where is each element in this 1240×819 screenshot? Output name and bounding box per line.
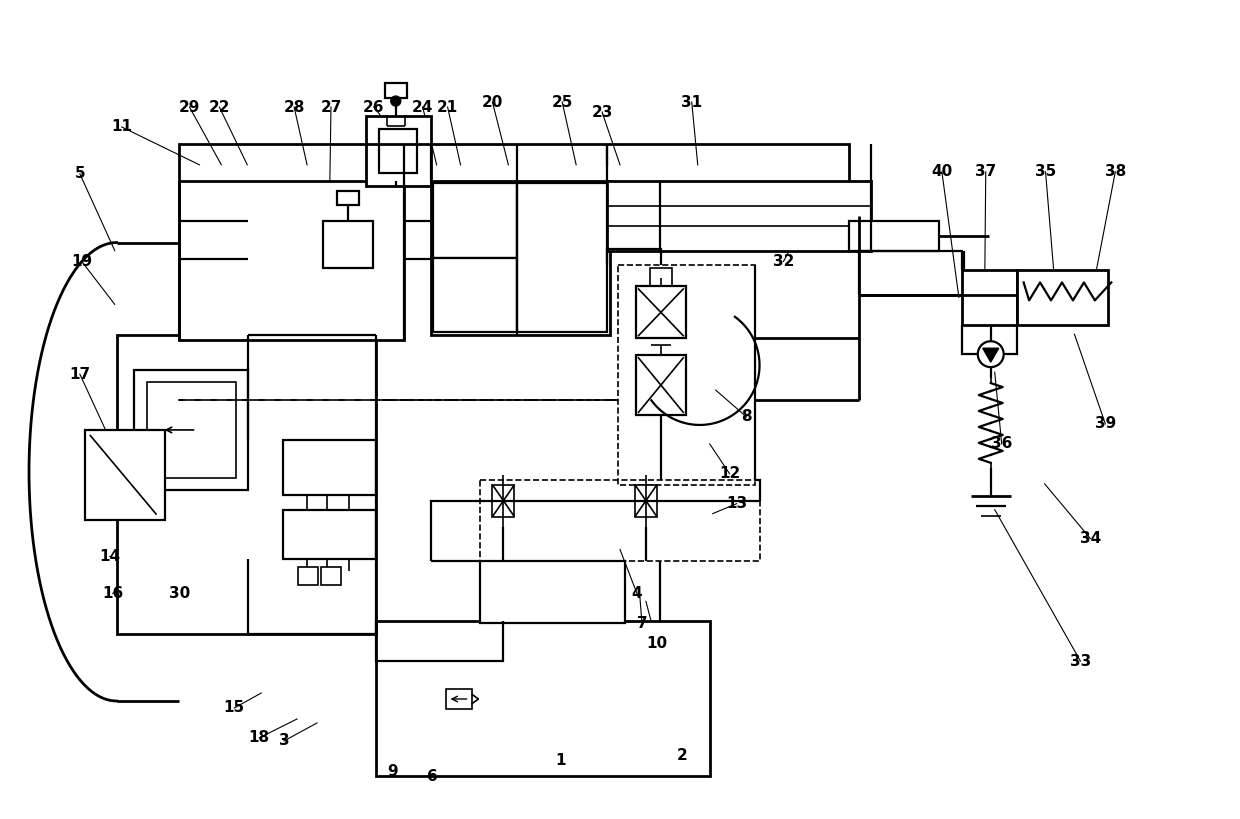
- Text: 28: 28: [284, 100, 305, 115]
- Text: 27: 27: [320, 100, 342, 115]
- Bar: [433, 257, 517, 333]
- Bar: [337, 191, 358, 205]
- Text: 16: 16: [102, 586, 123, 601]
- Text: 8: 8: [742, 410, 751, 424]
- Bar: [1017, 270, 1109, 325]
- Bar: [180, 181, 404, 340]
- Text: 31: 31: [681, 94, 702, 110]
- Text: 40: 40: [931, 165, 952, 179]
- Text: 17: 17: [69, 367, 91, 382]
- Circle shape: [391, 96, 401, 106]
- Text: 13: 13: [727, 496, 748, 511]
- Text: 30: 30: [169, 586, 190, 601]
- Text: 9: 9: [387, 764, 398, 779]
- Text: 24: 24: [412, 100, 433, 115]
- Text: 26: 26: [363, 100, 384, 115]
- Bar: [636, 287, 686, 338]
- Bar: [492, 485, 515, 517]
- Bar: [962, 270, 1017, 325]
- Text: 14: 14: [99, 549, 120, 564]
- Text: 10: 10: [646, 636, 667, 651]
- Bar: [322, 220, 373, 269]
- Polygon shape: [983, 348, 998, 362]
- Text: 15: 15: [223, 700, 244, 716]
- Bar: [430, 181, 610, 335]
- Bar: [379, 129, 417, 173]
- Bar: [384, 83, 407, 98]
- Text: 38: 38: [1105, 165, 1126, 179]
- Text: 5: 5: [74, 166, 86, 181]
- Text: 23: 23: [591, 105, 613, 120]
- Bar: [146, 382, 237, 477]
- Bar: [283, 440, 376, 495]
- Text: 12: 12: [719, 466, 740, 482]
- Bar: [618, 265, 755, 485]
- Text: 39: 39: [1095, 416, 1116, 432]
- Text: 37: 37: [975, 165, 997, 179]
- Bar: [376, 622, 709, 776]
- Text: 4: 4: [631, 586, 642, 601]
- Text: 22: 22: [208, 100, 231, 115]
- Text: 32: 32: [773, 254, 794, 269]
- Bar: [321, 568, 341, 586]
- Bar: [635, 485, 657, 517]
- Text: 20: 20: [482, 94, 503, 110]
- Bar: [480, 480, 760, 562]
- Bar: [650, 269, 672, 287]
- Text: 6: 6: [428, 769, 438, 785]
- Text: 7: 7: [636, 616, 647, 631]
- Bar: [117, 335, 376, 634]
- Text: 34: 34: [1080, 531, 1101, 546]
- Bar: [366, 116, 430, 186]
- Text: 29: 29: [179, 100, 200, 115]
- Text: 3: 3: [279, 733, 289, 749]
- Text: 25: 25: [552, 94, 573, 110]
- Bar: [84, 430, 165, 519]
- Bar: [636, 355, 686, 415]
- Text: 1: 1: [556, 753, 565, 768]
- Bar: [517, 183, 608, 333]
- Bar: [849, 220, 939, 251]
- Text: 11: 11: [112, 120, 133, 134]
- Bar: [298, 568, 317, 586]
- Bar: [608, 181, 872, 251]
- Text: 2: 2: [676, 749, 687, 763]
- Text: 33: 33: [1070, 654, 1091, 668]
- Text: 19: 19: [71, 254, 93, 269]
- Text: 21: 21: [436, 100, 459, 115]
- Bar: [283, 509, 376, 559]
- Bar: [433, 183, 517, 257]
- Text: 35: 35: [1035, 165, 1056, 179]
- Text: 36: 36: [991, 437, 1012, 451]
- Text: 18: 18: [249, 731, 270, 745]
- Bar: [480, 562, 625, 623]
- Bar: [445, 689, 471, 709]
- Bar: [134, 370, 248, 490]
